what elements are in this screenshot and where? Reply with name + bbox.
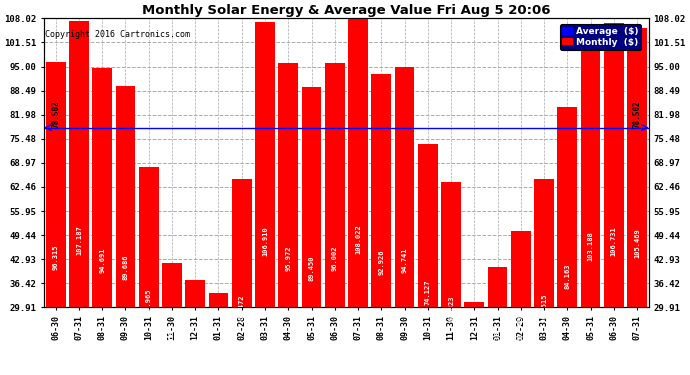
Bar [208, 292, 228, 375]
Bar [511, 231, 531, 375]
Bar [627, 28, 647, 375]
Bar [46, 62, 66, 375]
Bar [371, 74, 391, 375]
Text: 107.187: 107.187 [76, 225, 82, 255]
Bar [534, 179, 554, 375]
Title: Monthly Solar Energy & Average Value Fri Aug 5 20:06: Monthly Solar Energy & Average Value Fri… [142, 4, 551, 17]
Text: 89.686: 89.686 [122, 255, 128, 280]
Text: 63.823: 63.823 [448, 295, 454, 321]
Bar [581, 36, 600, 375]
Text: 105.469: 105.469 [634, 228, 640, 258]
Bar [395, 68, 415, 375]
Text: 108.022: 108.022 [355, 224, 361, 254]
Text: 74.127: 74.127 [425, 279, 431, 304]
Bar [604, 23, 624, 375]
Text: 96.315: 96.315 [52, 244, 59, 270]
Text: 94.741: 94.741 [402, 247, 408, 273]
Text: 106.731: 106.731 [611, 226, 617, 256]
Text: 106.910: 106.910 [262, 226, 268, 256]
Bar [348, 18, 368, 375]
Bar [232, 180, 252, 375]
Bar [69, 21, 89, 375]
Text: 40.933: 40.933 [495, 331, 500, 356]
Bar [278, 63, 298, 375]
Bar [92, 68, 112, 375]
Bar [115, 86, 135, 375]
Text: 64.472: 64.472 [239, 294, 245, 320]
Text: 92.926: 92.926 [378, 250, 384, 275]
Text: 84.163: 84.163 [564, 264, 571, 289]
Bar [464, 302, 484, 375]
Text: 89.450: 89.450 [308, 255, 315, 281]
Bar [418, 144, 437, 375]
Bar [255, 22, 275, 375]
Bar [162, 263, 182, 375]
Text: 31.442: 31.442 [471, 345, 477, 371]
Text: 37.314: 37.314 [193, 336, 198, 362]
Text: 64.515: 64.515 [541, 294, 547, 320]
Bar [488, 267, 507, 375]
Legend: Average  ($), Monthly  ($): Average ($), Monthly ($) [560, 24, 641, 50]
Text: 41.859: 41.859 [169, 329, 175, 355]
Bar [302, 87, 322, 375]
Bar [139, 166, 159, 375]
Text: 50.549: 50.549 [518, 316, 524, 341]
Bar [441, 182, 461, 375]
Text: 67.965: 67.965 [146, 289, 152, 314]
Text: 78.502: 78.502 [633, 100, 642, 128]
Text: Copyright 2016 Cartronics.com: Copyright 2016 Cartronics.com [45, 30, 190, 39]
Text: 96.002: 96.002 [332, 245, 338, 270]
Bar [325, 63, 344, 375]
Bar [558, 106, 578, 375]
Bar [186, 280, 205, 375]
Text: 103.188: 103.188 [588, 232, 593, 261]
Text: 94.691: 94.691 [99, 247, 105, 273]
Text: 95.972: 95.972 [285, 245, 291, 271]
Text: 33.896: 33.896 [215, 342, 221, 367]
Text: 78.502: 78.502 [51, 100, 60, 128]
